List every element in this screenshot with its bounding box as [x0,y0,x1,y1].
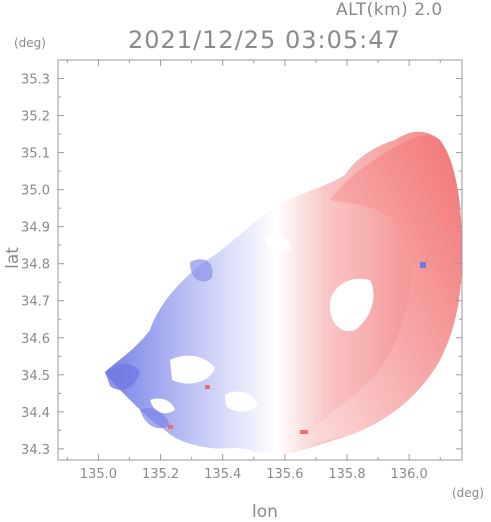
y-tick-label: 34.8 [21,258,50,273]
blue-patch [105,363,140,390]
blue-patch [190,259,213,282]
timestamp-title: 2021/12/25 03:05:47 [128,26,401,54]
echo-gap [170,355,215,384]
y-tick-label: 34.3 [21,443,50,458]
red-speckle [205,385,210,389]
red-speckle [420,262,426,268]
blue-patch [140,407,170,429]
y-tick-label: 34.5 [21,369,50,384]
x-tick-label: 135.8 [328,467,365,482]
echo-gap [150,398,175,414]
x-tick-label: 135.4 [204,467,241,482]
y-tick-label: 34.6 [21,332,50,347]
y-tick-label: 35.1 [21,147,50,162]
x-tick-label: 135.6 [266,467,303,482]
y-tick-label: 35.2 [21,110,50,125]
y-tick-label: 34.7 [21,295,50,310]
radar-field [105,131,462,455]
y-tick-label: 35.3 [21,73,50,88]
x-tick-label: 135.2 [142,467,179,482]
plot-frame [57,59,463,461]
y-tick-label: 35.0 [21,184,50,199]
x-axis-label: lon [252,502,278,522]
echo-gap [265,235,292,253]
red-arc [300,135,462,443]
altitude-label: ALT(km) 2.0 [336,0,443,20]
y-tick-label: 34.9 [21,221,50,236]
axis-ticks: 135.0 135.2 135.4 135.6 135.8 136.0 34.3 34.4 34… [21,59,462,482]
x-axis-unit: (deg) [452,486,484,500]
y-axis-unit: (deg) [14,36,46,50]
red-speckle [168,425,173,429]
echo-gap [329,278,374,332]
x-tick-label: 136.0 [391,467,428,482]
echo-gap [225,391,258,412]
red-speckle [300,430,308,434]
x-tick-label: 135.0 [80,467,117,482]
y-tick-label: 34.4 [21,406,50,421]
